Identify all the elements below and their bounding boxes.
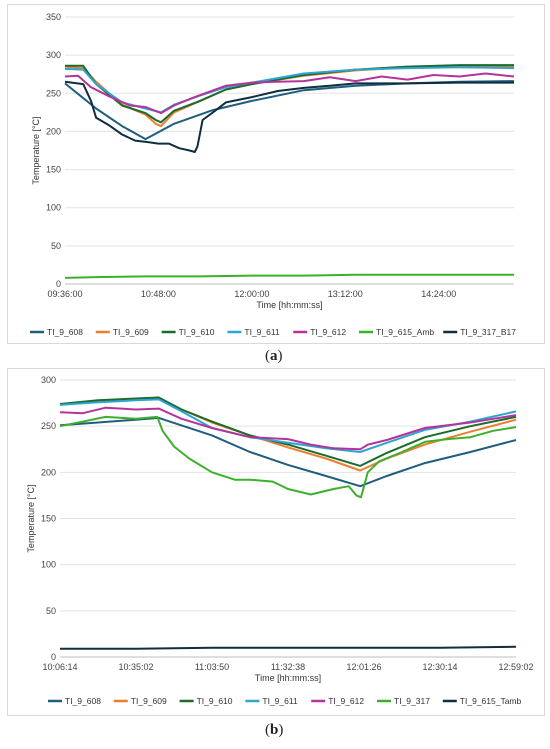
- x-tick-label: 12:59:02: [498, 662, 533, 672]
- caption-b: (b): [265, 722, 284, 738]
- series-line-ti-9-608: [59, 416, 517, 488]
- y-tick-label: 150: [41, 514, 56, 524]
- y-tick-label: 0: [51, 652, 56, 662]
- legend-label: TI_9_608: [65, 696, 101, 706]
- series-line-ti-9-317-b17: [64, 80, 514, 153]
- series-line-ti-9-317: [59, 415, 517, 499]
- x-tick-label: 09:36:00: [47, 289, 82, 299]
- series-line-ti-9-615-amb: [64, 273, 514, 279]
- y-tick-label: 50: [51, 241, 61, 251]
- legend-label: TI_9_615_Amb: [376, 327, 434, 337]
- y-tick-label: 350: [46, 12, 61, 22]
- x-tick-label: 11:32:38: [271, 662, 305, 672]
- legend-label: TI_9_609: [131, 696, 167, 706]
- x-axis-title: Time [hh:mm:ss]: [255, 673, 321, 683]
- chart-panel-b: 0 50 100 150 200 250 300 10:06:14 10:35:02 11:03:…: [7, 368, 545, 716]
- legend-label: TI_9_317: [394, 696, 430, 706]
- caption-a: (a): [265, 348, 283, 364]
- y-tick-label: 50: [46, 606, 56, 616]
- legend-label: TI_9_610: [197, 696, 233, 706]
- y-tick-label: 200: [46, 126, 61, 136]
- legend-label: TI_9_612: [310, 327, 346, 337]
- x-tick-label: 10:48:00: [141, 289, 176, 299]
- legend-label: TI_9_611: [244, 327, 280, 337]
- y-tick-label: 0: [56, 279, 61, 289]
- line-chart-b: 0 50 100 150 200 250 300 10:06:14 10:35:02 11:03:…: [26, 375, 534, 706]
- x-tick-label: 10:06:14: [42, 662, 77, 672]
- x-axis-title: Time [hh:mm:ss]: [256, 300, 322, 310]
- x-tick-label: 14:24:00: [421, 289, 456, 299]
- y-tick-label: 250: [46, 88, 61, 98]
- y-tick-label: 200: [41, 467, 56, 477]
- chart-panel-a: 0 50 100 150 200 250 300 350 09:36:00 10:48:00 12:…: [7, 4, 545, 344]
- x-tick-label: 12:00:00: [234, 289, 269, 299]
- x-tick-label: 13:12:00: [328, 289, 363, 299]
- legend-label: TI_9_610: [179, 327, 215, 337]
- series-line-ti-9-611: [59, 398, 517, 453]
- series-line-ti-9-610: [59, 396, 517, 467]
- y-axis-title: Temperature [°C]: [31, 116, 41, 184]
- legend-label: TI_9_609: [113, 327, 149, 337]
- legend-label: TI_9_612: [328, 696, 364, 706]
- y-tick-label: 250: [41, 421, 56, 431]
- y-axis-title: Temperature [°C]: [26, 484, 36, 552]
- series-line-ti-9-612: [64, 72, 515, 115]
- x-tick-label: 12:30:14: [422, 662, 457, 672]
- x-tick-label: 11:03:50: [195, 662, 229, 672]
- legend-label: TI_9_615_Tamb: [460, 696, 522, 706]
- x-tick-label: 12:01:26: [346, 662, 381, 672]
- y-tick-label: 100: [46, 203, 61, 213]
- y-tick-label: 150: [46, 165, 61, 175]
- series-line-ti-9-612: [59, 406, 517, 451]
- line-chart-a: 0 50 100 150 200 250 300 350 09:36:00 10:48:00 12:…: [30, 12, 516, 337]
- legend-label: TI_9_317_B17: [460, 327, 516, 337]
- y-tick-label: 300: [46, 50, 61, 60]
- legend-label: TI_9_611: [262, 696, 298, 706]
- x-tick-label: 10:35:02: [118, 662, 153, 672]
- y-tick-label: 100: [41, 560, 56, 570]
- legend-label: TI_9_608: [47, 327, 83, 337]
- series-line-ti-9-615-tamb: [60, 645, 517, 650]
- y-tick-label: 300: [41, 375, 56, 385]
